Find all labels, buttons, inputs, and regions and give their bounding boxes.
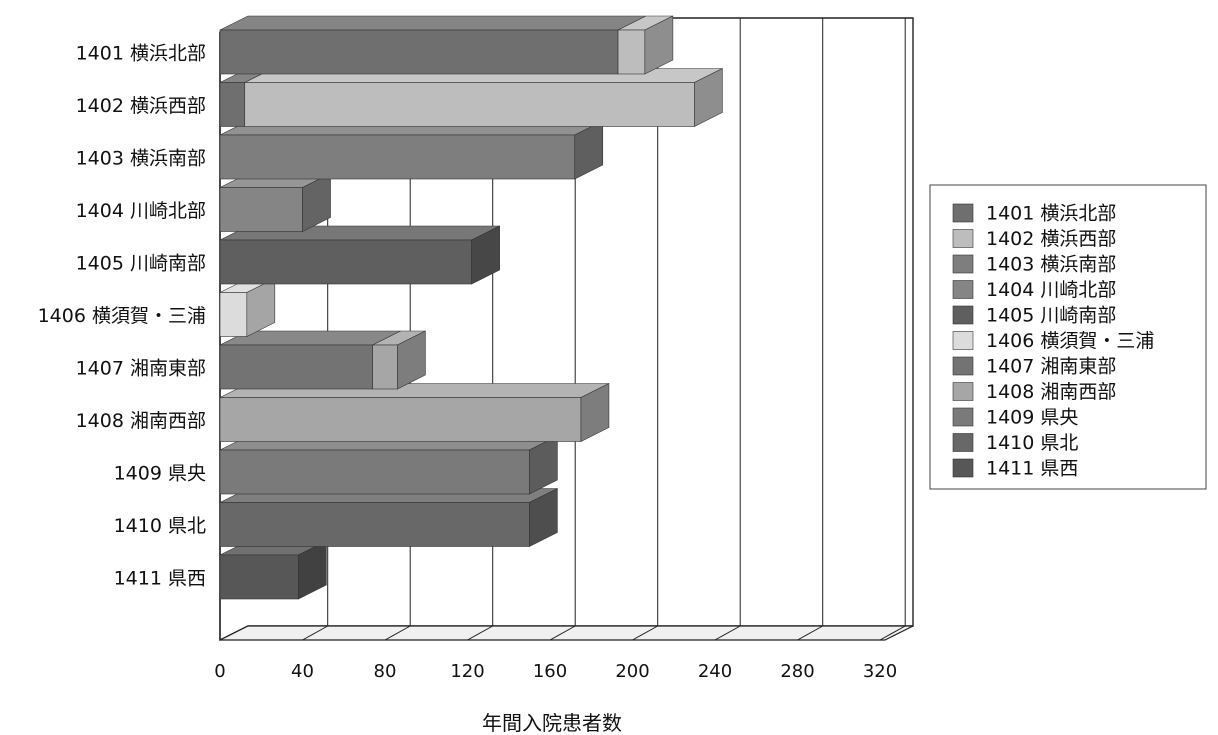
bars xyxy=(219,15,723,600)
legend-swatch xyxy=(952,356,974,376)
floor-gridline xyxy=(797,625,823,641)
legend-entry: 1411 県西 xyxy=(986,458,1078,480)
bar-end-face xyxy=(397,330,426,390)
x-tick-label: 0 xyxy=(214,661,225,682)
floor-gridline xyxy=(302,625,328,641)
legend-entry: 1404 川崎北部 xyxy=(986,279,1116,301)
category-label: 1408 湘南西部 xyxy=(76,410,206,432)
legend-swatch xyxy=(952,407,974,427)
legend-entry: 1410 県北 xyxy=(986,432,1078,454)
x-tick-label: 240 xyxy=(698,661,732,682)
legend-swatch xyxy=(952,382,974,401)
category-label: 1410 県北 xyxy=(114,515,206,537)
category-label: 1411 県西 xyxy=(114,568,206,590)
legend-entry: 1406 横須賀・三浦 xyxy=(986,330,1154,352)
category-labels: 1401 横浜北部 1402 横浜西部 1403 横浜南部 1404 川崎北部 1405… xyxy=(38,43,206,590)
category-label: 1407 湘南東部 xyxy=(76,358,206,380)
x-tick-label: 320 xyxy=(863,661,897,682)
bar-segment xyxy=(219,134,576,180)
bar-segment xyxy=(219,554,299,600)
bar-segment xyxy=(219,502,530,547)
bar-end-face xyxy=(644,15,674,75)
category-label: 1401 横浜北部 xyxy=(76,43,206,65)
bar-end-face xyxy=(694,68,723,127)
legend-swatch xyxy=(952,458,974,478)
bar-segment xyxy=(219,239,472,285)
x-axis-label: 年間入院患者数 xyxy=(482,711,622,735)
x-tick-label: 80 xyxy=(374,661,397,682)
bar-segment xyxy=(372,344,398,390)
legend-entry: 1408 湘南西部 xyxy=(986,381,1116,403)
bar-top-face xyxy=(219,15,647,31)
legend-box xyxy=(929,184,1207,490)
floor-gridline xyxy=(879,625,906,641)
bar-end-face xyxy=(471,225,500,285)
x-tick-label: 160 xyxy=(533,661,567,682)
legend-swatch xyxy=(952,433,974,452)
x-tick-label: 200 xyxy=(615,661,649,682)
legend-entry: 1402 横浜西部 xyxy=(986,228,1116,250)
bar-segment xyxy=(219,292,248,337)
bar-segment xyxy=(219,187,303,232)
bar-segment xyxy=(219,82,246,127)
x-tick-label: 120 xyxy=(450,661,484,682)
bar-segment xyxy=(219,449,530,495)
floor-gridline xyxy=(549,625,576,641)
bar-segment xyxy=(219,29,619,75)
legend-entry: 1407 湘南東部 xyxy=(986,356,1116,378)
legend-swatch xyxy=(952,203,974,223)
bar-segment xyxy=(219,344,373,390)
legend-swatch xyxy=(952,305,974,325)
floor-gridline xyxy=(632,625,658,641)
legend-entry: 1409 県央 xyxy=(986,407,1078,429)
floor-gridline xyxy=(384,625,411,641)
legend-swatch xyxy=(952,331,974,350)
bar-end-face xyxy=(580,383,610,442)
legend-entry: 1401 横浜北部 xyxy=(986,203,1116,225)
category-label: 1402 横浜西部 xyxy=(76,95,206,117)
legend-swatch xyxy=(952,254,974,274)
bar-segment xyxy=(219,397,582,442)
legend-swatch xyxy=(952,229,974,248)
floor-gridline xyxy=(714,625,741,641)
legend: 1401 横浜北部 1402 横浜西部 1403 横浜南部 1404 川崎北部 1405… xyxy=(929,184,1207,490)
legend-entry: 1405 川崎南部 xyxy=(986,305,1116,327)
x-tick-labels: 0 40 80 120 160 200 240 280 320 xyxy=(214,661,897,682)
x-tick-label: 280 xyxy=(780,661,814,682)
bar-segment xyxy=(244,82,695,127)
floor-gridline xyxy=(467,625,493,641)
category-label: 1406 横須賀・三浦 xyxy=(38,305,206,327)
bar-end-face xyxy=(529,488,558,547)
category-label: 1403 横浜南部 xyxy=(76,148,206,170)
x-tick-label: 40 xyxy=(291,661,314,682)
category-label: 1409 県央 xyxy=(114,463,206,485)
category-label: 1404 川崎北部 xyxy=(76,200,206,222)
bar-segment xyxy=(617,29,646,75)
legend-swatch xyxy=(952,280,974,299)
plot-floor xyxy=(219,625,914,641)
legend-entry: 1403 横浜南部 xyxy=(986,254,1116,276)
category-label: 1405 川崎南部 xyxy=(76,253,206,275)
